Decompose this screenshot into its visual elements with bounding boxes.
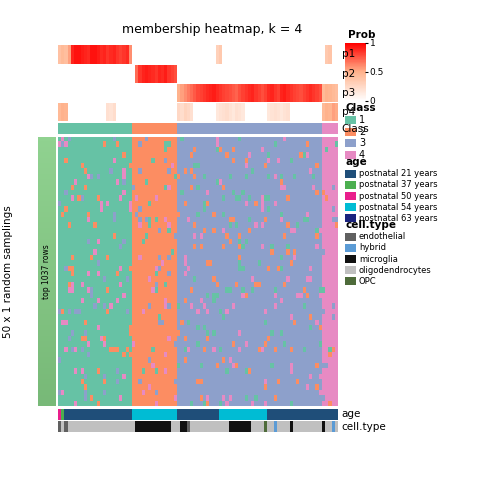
Text: microglia: microglia [359,255,398,264]
Text: p1: p1 [342,49,355,59]
Text: membership heatmap, k = 4: membership heatmap, k = 4 [121,23,302,36]
Text: postnatal 50 years: postnatal 50 years [359,192,437,201]
Text: hybrid: hybrid [359,243,386,253]
Text: Prob: Prob [348,30,375,40]
Text: Class: Class [342,123,369,134]
Text: age: age [342,409,361,419]
Text: 1: 1 [359,115,365,125]
Text: cell.type: cell.type [342,422,387,432]
Text: p3: p3 [342,88,355,98]
Text: age: age [345,157,367,167]
Text: postnatal 21 years: postnatal 21 years [359,169,437,178]
Text: 50 x 1 random samplings: 50 x 1 random samplings [3,205,13,338]
Text: postnatal 37 years: postnatal 37 years [359,180,437,190]
Text: top 1037 rows: top 1037 rows [42,244,51,299]
Text: oligodendrocytes: oligodendrocytes [359,266,431,275]
Text: Class: Class [345,103,376,113]
Text: 3: 3 [359,138,365,148]
Text: cell.type: cell.type [345,220,396,230]
Text: p2: p2 [342,69,355,79]
Text: p4: p4 [342,107,355,117]
Text: postnatal 63 years: postnatal 63 years [359,214,437,223]
Text: 4: 4 [359,150,365,160]
Text: postnatal 54 years: postnatal 54 years [359,203,437,212]
Text: OPC: OPC [359,277,376,286]
Text: 2: 2 [359,127,365,137]
Text: endothelial: endothelial [359,232,406,241]
